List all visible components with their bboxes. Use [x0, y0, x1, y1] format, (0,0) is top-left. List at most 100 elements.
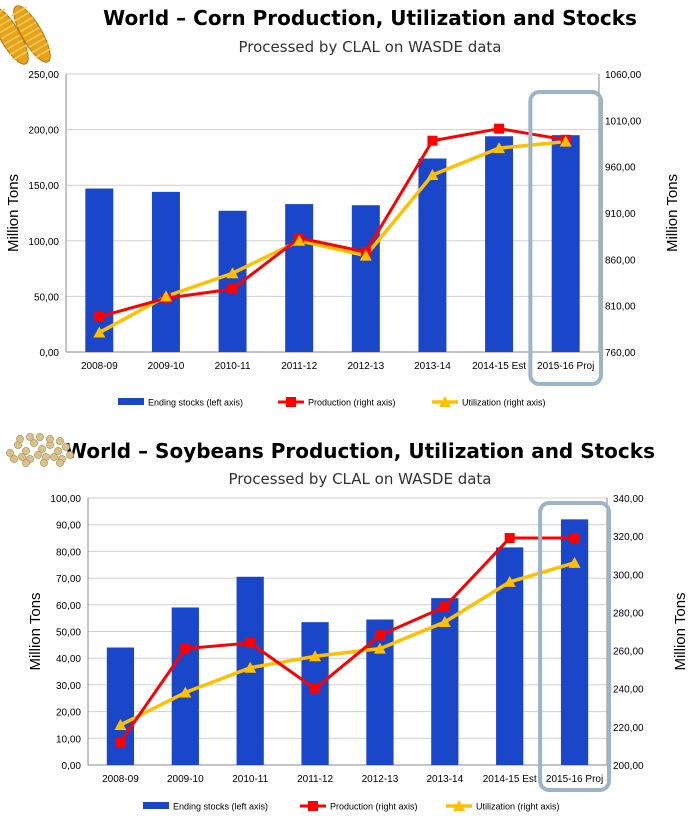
production-line — [98, 127, 566, 319]
soybean — [6, 449, 14, 457]
corn-icon — [0, 5, 52, 65]
category-label: 2011-12 — [281, 361, 317, 372]
corn-kernel-row — [13, 11, 31, 22]
utilization-marker — [309, 650, 322, 662]
left-tick-label: 200,00 — [28, 126, 59, 137]
soybean — [30, 439, 38, 447]
corn-kernel-row — [28, 37, 46, 48]
soybean — [22, 459, 30, 467]
production-marker — [227, 283, 238, 294]
corn-kernel-row — [22, 27, 40, 38]
corn-kernel-row — [12, 49, 30, 61]
utilization-marker — [438, 615, 451, 627]
highlight-box — [528, 90, 603, 386]
legend-label: Production (right axis) — [330, 802, 418, 812]
legend-marker-production — [286, 397, 296, 407]
right-tick-label: 960,00 — [605, 163, 636, 174]
utilization-marker — [226, 267, 239, 279]
legend-marker-utilization — [453, 800, 465, 811]
production-marker — [94, 311, 105, 322]
right-tick-label: 300,00 — [613, 570, 644, 581]
soybean — [54, 447, 62, 455]
left-tick-label: 60,00 — [56, 601, 81, 612]
stock-bar — [85, 188, 114, 352]
utilization-marker — [373, 642, 386, 654]
soybeans-chart-title: World – Soybeans Production, Utilization… — [65, 439, 655, 463]
utilization-marker — [114, 718, 127, 730]
category-label: 2014-15 Est — [483, 774, 537, 785]
corn-cob — [10, 5, 52, 63]
category-label: 2008-09 — [102, 774, 139, 785]
legend-marker-production — [308, 801, 318, 811]
utilization-marker — [559, 135, 572, 147]
left-tick-label: 250,00 — [28, 70, 59, 81]
left-tick-label: 10,00 — [56, 734, 81, 745]
utilization-line — [98, 139, 566, 335]
utilization-marker — [93, 326, 106, 338]
corn-kernel-row — [0, 29, 18, 40]
soybean — [18, 453, 26, 461]
corn-kernel-row — [0, 13, 9, 24]
corn-chart: 0,00 50,00 100,00 150,00 200,00 250,00 760,00 8… — [0, 5, 681, 408]
stock-bar — [351, 205, 380, 352]
soybeans-icon — [6, 433, 74, 467]
corn-kernel-row — [34, 47, 52, 59]
left-tick-label: 70,00 — [56, 574, 81, 585]
corn-kernel-row — [0, 23, 15, 35]
legend-label: Ending stocks (left axis) — [173, 802, 268, 812]
soybean — [16, 435, 24, 443]
corn-kernel-row — [16, 16, 34, 28]
legend-swatch-stocks — [143, 802, 169, 809]
category-label: 2011-12 — [297, 774, 333, 785]
left-tick-label: 150,00 — [28, 181, 59, 192]
production-marker — [439, 601, 450, 612]
corn-kernel-row — [0, 8, 6, 19]
soybean — [26, 433, 34, 441]
right-tick-label: 240,00 — [613, 685, 644, 696]
soybean — [56, 437, 64, 445]
soybean — [10, 455, 18, 463]
utilization-marker — [568, 556, 581, 568]
legend-label: Utilization (right axis) — [462, 398, 546, 408]
category-label: 2015-16 Proj — [537, 361, 594, 372]
right-axis-title: Million Tons — [664, 174, 681, 252]
category-label: 2008-09 — [81, 361, 118, 372]
category-label: 2015-16 Proj — [546, 774, 603, 785]
right-tick-label: 340,00 — [613, 494, 644, 505]
utilization-marker — [293, 234, 306, 246]
production-marker — [427, 135, 438, 146]
corn-kernel-row — [6, 39, 24, 50]
utilization-marker — [493, 142, 506, 154]
stock-bar — [151, 191, 180, 352]
utilization-marker — [503, 575, 516, 587]
category-label: 2010-11 — [215, 361, 251, 372]
stock-bar — [106, 647, 135, 765]
right-tick-label: 1060,00 — [605, 70, 642, 81]
category-label: 2012-13 — [362, 774, 399, 785]
left-tick-label: 100,00 — [28, 237, 59, 248]
utilization-marker — [159, 290, 172, 302]
soybean — [62, 443, 70, 451]
highlight-box — [538, 501, 611, 792]
utilization-marker — [244, 661, 257, 673]
right-tick-label: 910,00 — [605, 209, 636, 220]
left-tick-label: 0,00 — [62, 761, 82, 772]
category-label: 2013-14 — [414, 361, 451, 372]
left-tick-label: 80,00 — [56, 547, 81, 558]
corn-kernel-row — [10, 6, 28, 17]
category-label: 2012-13 — [347, 361, 384, 372]
soybean — [34, 451, 42, 459]
production-marker — [115, 737, 126, 748]
right-tick-label: 810,00 — [605, 302, 636, 313]
soybean — [36, 433, 44, 441]
left-tick-label: 20,00 — [56, 708, 81, 719]
stock-bar — [551, 135, 580, 352]
right-tick-label: 220,00 — [613, 723, 644, 734]
corn-chart-title: World – Corn Production, Utilization and… — [103, 6, 637, 30]
right-tick-label: 320,00 — [613, 532, 644, 543]
legend-label: Ending stocks (left axis) — [148, 398, 243, 408]
utilization-line — [119, 561, 576, 727]
stock-bar — [418, 158, 447, 352]
corn-chart-subtitle: Processed by CLAL on WASDE data — [238, 38, 502, 56]
left-tick-label: 100,00 — [50, 494, 81, 505]
